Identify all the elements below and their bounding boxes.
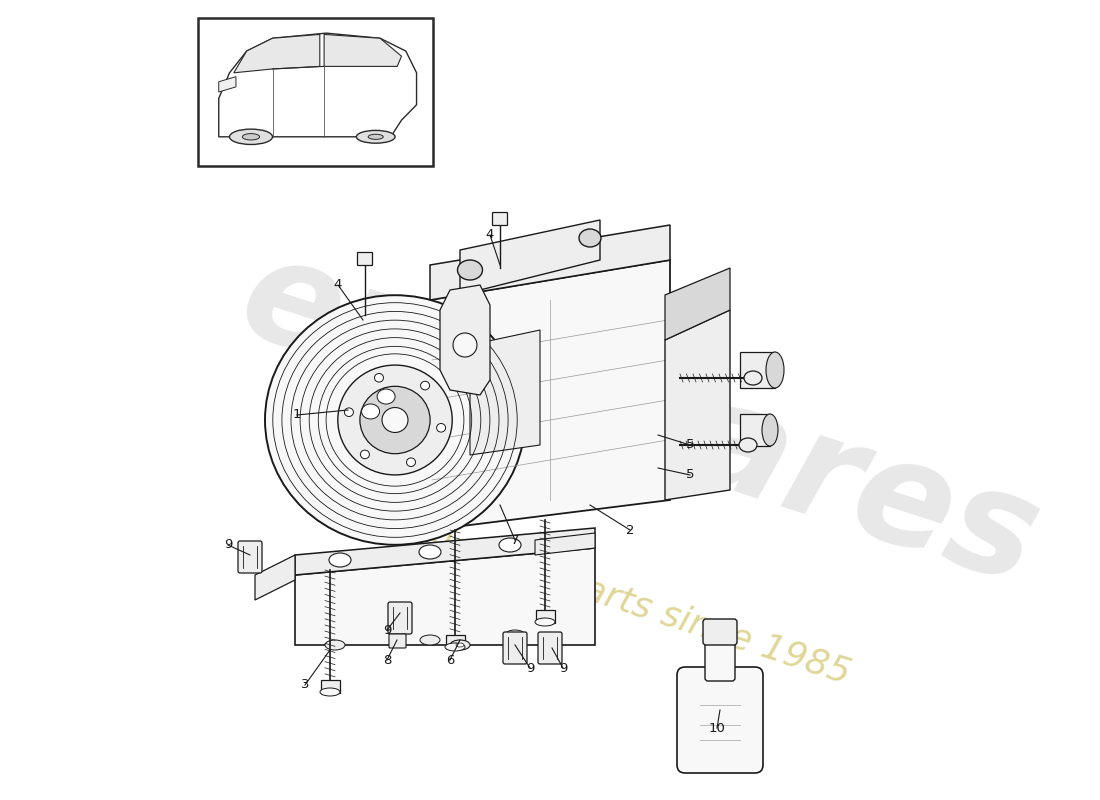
Text: 10: 10 (708, 722, 725, 734)
Ellipse shape (499, 538, 521, 552)
FancyBboxPatch shape (493, 213, 507, 226)
Ellipse shape (450, 640, 470, 650)
Polygon shape (440, 285, 490, 395)
Text: 2: 2 (626, 523, 635, 537)
Polygon shape (666, 268, 730, 340)
Polygon shape (430, 225, 670, 300)
Ellipse shape (324, 640, 345, 650)
Ellipse shape (762, 414, 778, 446)
Ellipse shape (420, 635, 440, 645)
Polygon shape (295, 528, 595, 575)
Ellipse shape (377, 389, 395, 404)
Polygon shape (535, 533, 595, 555)
Ellipse shape (456, 643, 464, 647)
FancyBboxPatch shape (503, 632, 527, 664)
FancyBboxPatch shape (358, 253, 373, 266)
FancyBboxPatch shape (536, 610, 554, 622)
Ellipse shape (766, 352, 784, 388)
Ellipse shape (242, 134, 260, 140)
Bar (740, 414, 770, 446)
Text: 4: 4 (486, 229, 494, 242)
Ellipse shape (739, 438, 757, 452)
Polygon shape (324, 34, 402, 66)
Polygon shape (295, 548, 595, 645)
Text: euroPares: euroPares (224, 225, 1056, 615)
Polygon shape (666, 310, 730, 500)
Text: 9: 9 (559, 662, 568, 674)
Ellipse shape (344, 408, 353, 417)
Ellipse shape (360, 386, 430, 454)
Text: 3: 3 (300, 678, 309, 691)
Ellipse shape (329, 553, 351, 567)
Ellipse shape (458, 260, 483, 280)
Ellipse shape (230, 129, 273, 145)
Ellipse shape (362, 404, 380, 419)
Polygon shape (470, 330, 540, 455)
Ellipse shape (579, 229, 601, 247)
Text: 1: 1 (293, 409, 301, 422)
Bar (740, 352, 776, 388)
Ellipse shape (437, 423, 446, 432)
Ellipse shape (420, 382, 430, 390)
Text: 9: 9 (223, 538, 232, 551)
Circle shape (453, 333, 477, 357)
Bar (198, 18, 433, 166)
FancyBboxPatch shape (705, 637, 735, 681)
FancyBboxPatch shape (446, 634, 464, 647)
Ellipse shape (744, 371, 762, 385)
Ellipse shape (361, 450, 370, 458)
FancyBboxPatch shape (703, 619, 737, 645)
Text: 6: 6 (446, 654, 454, 666)
Polygon shape (219, 77, 235, 92)
Text: a passion for parts since 1985: a passion for parts since 1985 (326, 490, 855, 690)
Ellipse shape (320, 688, 340, 696)
FancyBboxPatch shape (238, 541, 262, 573)
Polygon shape (430, 260, 670, 530)
Ellipse shape (419, 545, 441, 559)
Text: 7: 7 (510, 534, 519, 546)
Ellipse shape (446, 643, 465, 651)
Ellipse shape (505, 630, 525, 640)
Ellipse shape (368, 134, 383, 139)
Text: 4: 4 (333, 278, 342, 291)
FancyBboxPatch shape (320, 679, 340, 693)
Text: 5: 5 (685, 438, 694, 451)
Ellipse shape (382, 407, 408, 433)
FancyBboxPatch shape (538, 632, 562, 664)
Ellipse shape (374, 374, 384, 382)
FancyBboxPatch shape (388, 602, 412, 634)
FancyBboxPatch shape (389, 634, 406, 648)
Text: 5: 5 (685, 469, 694, 482)
Text: 8: 8 (383, 654, 392, 666)
Polygon shape (460, 220, 600, 295)
Text: 9: 9 (526, 662, 535, 674)
FancyBboxPatch shape (676, 667, 763, 773)
Ellipse shape (407, 458, 416, 466)
Ellipse shape (356, 130, 395, 143)
Ellipse shape (338, 365, 452, 475)
Polygon shape (234, 34, 320, 73)
Ellipse shape (265, 295, 525, 545)
Text: 9: 9 (383, 623, 392, 637)
Polygon shape (255, 555, 295, 600)
Polygon shape (219, 33, 417, 137)
Ellipse shape (535, 618, 556, 626)
